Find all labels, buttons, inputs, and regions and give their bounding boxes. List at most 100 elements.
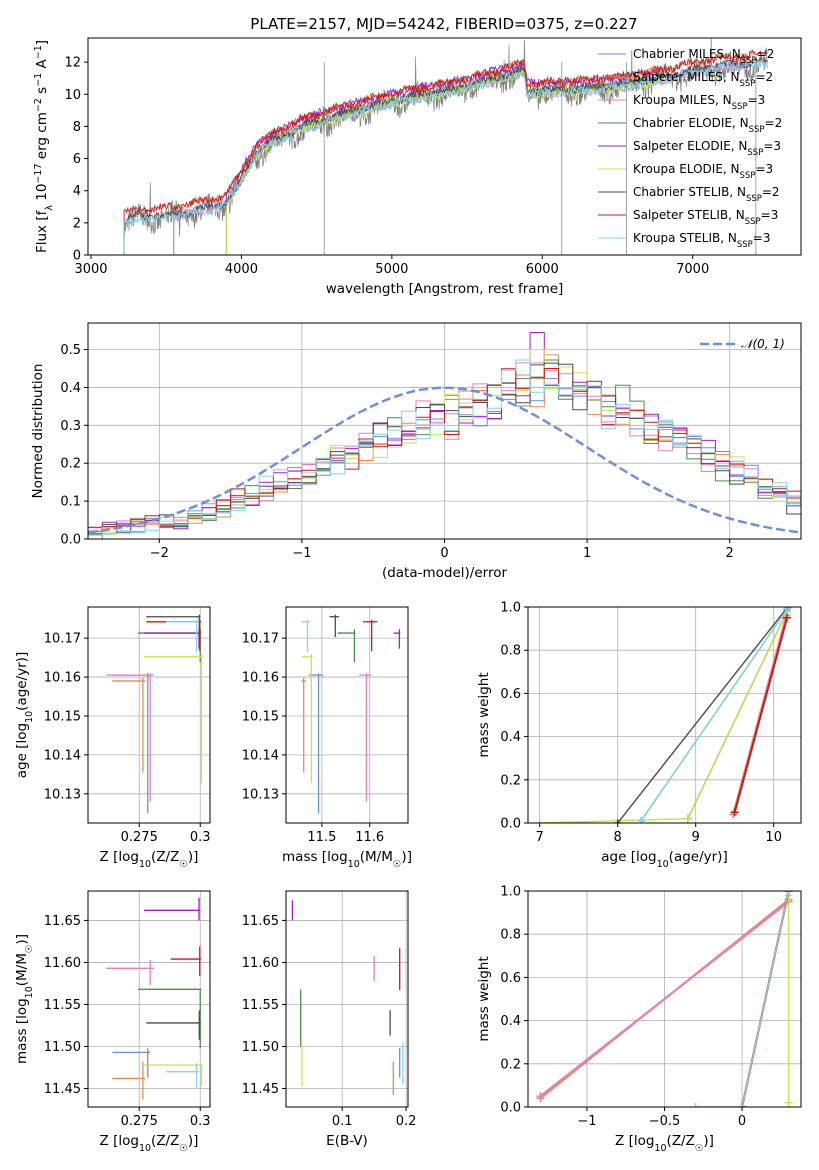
x-tick-label: 0: [738, 1114, 746, 1129]
errorbar-salpeter-stelib: [170, 946, 201, 976]
plot-area: [301, 614, 401, 814]
x-tick-label: 0.2: [396, 1114, 417, 1129]
y-tick-label: 10.16: [44, 671, 81, 686]
panels: 3000 4000 5000 6000 7000024681012wavelength …: [14, 37, 802, 1154]
y-tick-label: 10.14: [242, 748, 279, 763]
figure-title: PLATE=2157, MJD=54242, FIBERID=0375, z=0…: [250, 15, 637, 33]
x-tick-label: 7000: [676, 262, 709, 277]
y-tick-label: 0.2: [500, 773, 521, 788]
y-tick-label: 0.4: [500, 730, 521, 745]
x-axis-label: age [log10(age/yr)]: [601, 849, 727, 870]
y-tick-label: 0.2: [60, 457, 81, 472]
y-tick-label: 0.4: [60, 381, 81, 396]
weight-line-salpeter-stelib: [733, 617, 788, 813]
y-tick-label: 10.15: [44, 709, 81, 724]
errorbar-salpeter-elodie: [393, 629, 401, 649]
x-tick-label: 8: [614, 830, 622, 845]
y-tick-label: 11.60: [242, 956, 279, 971]
y-tick-label: 10.13: [242, 787, 279, 802]
y-tick-label: 4: [73, 184, 81, 199]
y-tick-label: 0.2: [500, 1057, 521, 1072]
plot-area: [106, 897, 203, 1100]
errorbar-chabrier-elodie: [337, 629, 356, 663]
x-tick-label: −0.5: [649, 1114, 681, 1129]
x-tick-label: 0.1: [332, 1114, 353, 1129]
weight-marker: [613, 819, 622, 823]
weight-marker: [730, 808, 739, 817]
y-tick-label: 0.8: [500, 928, 521, 943]
panel-mass_weight_vs_Z: −1 −0.5 0 0.0 0.2 0.4 0.6 0.8 1.0 Z [log10(Z/Z☉)]…: [476, 885, 802, 1154]
y-tick-label: 0.3: [60, 419, 81, 434]
weight-line-kroupa-miles: [539, 901, 790, 1097]
y-tick-label: 0.5: [60, 343, 81, 358]
axes-frame: [87, 37, 802, 256]
errorbar-chabrier-elodie: [138, 988, 202, 1049]
x-axis-label: E(B-V): [326, 1133, 368, 1149]
errorbar-kroupa-miles: [106, 673, 154, 802]
y-tick-label: 11.55: [242, 998, 279, 1013]
legend-entry: Kroupa ELODIE, NSSP=3: [633, 162, 773, 181]
errorbar-salpeter-miles: [112, 677, 146, 773]
plot-area: [106, 614, 203, 814]
weight-line-kroupa-stelib: [695, 891, 790, 1107]
errorbar-chabrier-stelib: [146, 1010, 201, 1040]
x-tick-label: 5000: [375, 262, 408, 277]
y-axis-label: age [log10(age/yr)]: [14, 652, 35, 778]
panel-mass_weight_vs_age: 7 8 9 10 0.0 0.2 0.4 0.6 0.8 1.0 age [log10(age/yr…: [476, 601, 802, 870]
y-tick-label: 11.65: [242, 914, 279, 929]
axes-frame: [285, 890, 409, 1108]
y-tick-label: 10.16: [242, 671, 279, 686]
y-tick-label: 10.17: [44, 632, 81, 647]
x-tick-label: 9: [692, 830, 700, 845]
weight-marker: [782, 607, 791, 614]
x-axis-label: wavelength [Angstrom, rest frame]: [326, 281, 564, 297]
y-tick-label: 0.6: [500, 687, 521, 702]
y-tick-label: 11.55: [44, 998, 81, 1013]
x-tick-label: 11.6: [355, 830, 384, 845]
y-tick-label: 0.1: [60, 495, 81, 510]
x-tick-label: 2: [726, 546, 734, 561]
plot-area: [88, 332, 801, 539]
y-tick-label: 11.60: [44, 956, 81, 971]
y-tick-label: 0.0: [500, 817, 521, 832]
panel-spectrum: 3000 4000 5000 6000 7000 0 2 4 6 8 10 12 wavelength …: [33, 37, 802, 297]
weight-marker: [784, 891, 793, 895]
y-tick-label: 0.6: [500, 971, 521, 986]
weight-marker: [536, 1092, 545, 1101]
y-tick-label: 11.45: [242, 1082, 279, 1097]
weight-marker: [691, 1103, 700, 1107]
errorbar-kroupa-miles: [359, 673, 372, 802]
y-tick-label: 0.0: [60, 533, 81, 548]
plot-area: [123, 38, 769, 255]
y-tick-label: 10: [64, 88, 81, 103]
y-tick-label: 0.0: [500, 1101, 521, 1116]
y-tick-label: 10.14: [44, 748, 81, 763]
x-tick-label: 10: [765, 830, 782, 845]
errorbar-salpeter-miles: [112, 1061, 146, 1100]
x-tick-label: 0.275: [121, 830, 158, 845]
spectrum-line-salpeter-stelib: [123, 49, 768, 255]
y-axis-label: Normed distribution: [30, 364, 46, 499]
histogram-kroupa-stelib: [88, 359, 801, 536]
x-axis-label: mass [log10(M/M☉)]: [282, 849, 412, 870]
y-tick-label: 12: [64, 56, 81, 71]
legend-entry: 𝒩(0, 1): [741, 337, 785, 351]
x-tick-label: 11.5: [307, 830, 336, 845]
weight-marker: [683, 814, 692, 823]
x-tick-label: 4000: [225, 262, 258, 277]
weight-line-chabrier-stelib: [617, 607, 789, 823]
x-tick-label: −1: [292, 546, 311, 561]
normal-reference-curve: [88, 386, 801, 534]
y-axis-label: mass weight: [476, 672, 492, 757]
x-axis-label: Z [log10(Z/Z☉)]: [100, 1133, 199, 1154]
plot-area: [291, 900, 404, 1096]
weight-line-kroupa-stelib: [640, 608, 788, 822]
errorbar-kroupa-stelib: [166, 619, 200, 653]
y-axis-label: mass [log10(M/M☉)]: [14, 934, 35, 1064]
weight-marker: [782, 613, 791, 622]
legend-entry: Kroupa STELIB, NSSP=3: [633, 231, 771, 250]
legend-entry: Salpeter ELODIE, NSSP=3: [633, 139, 781, 158]
y-tick-label: 11.45: [44, 1082, 81, 1097]
y-tick-label: 10.13: [44, 787, 81, 802]
